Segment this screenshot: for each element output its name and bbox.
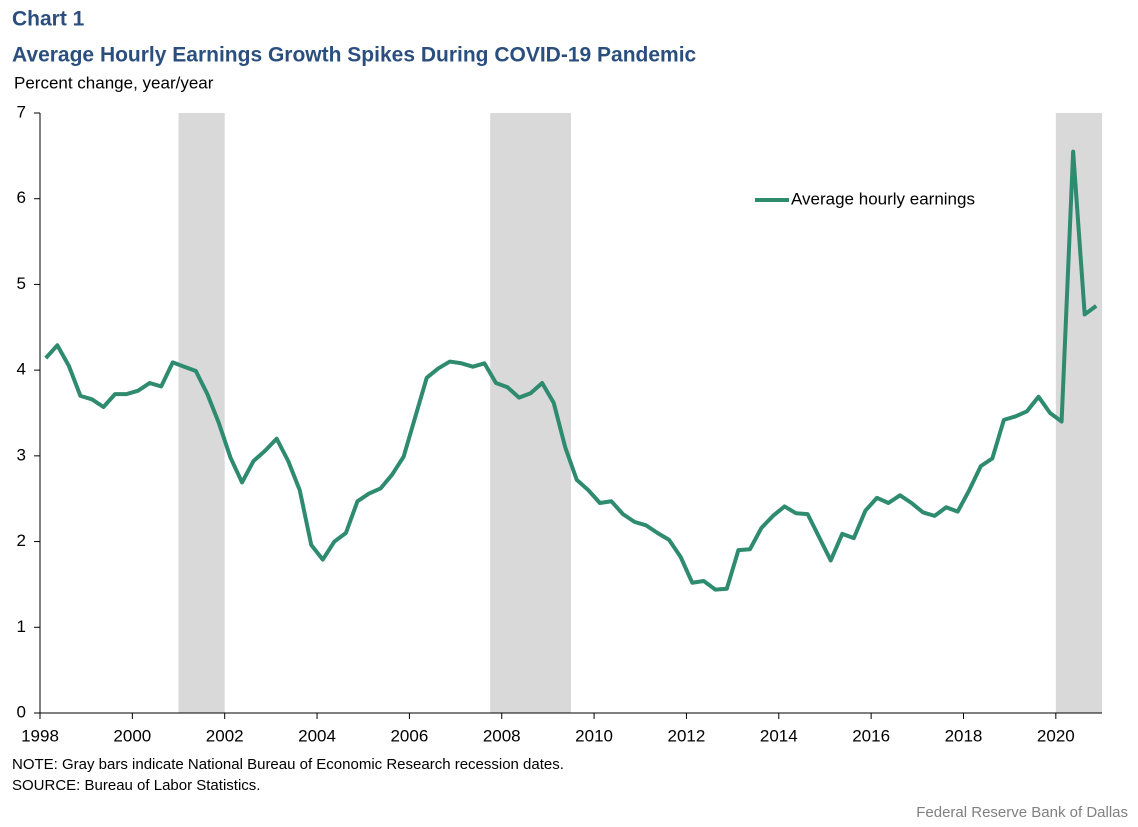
x-tick-label: 2020 [1037, 726, 1075, 745]
source: SOURCE: Bureau of Labor Statistics. [12, 777, 260, 794]
y-tick-label: 3 [17, 445, 26, 464]
chart-label: Chart 1 [12, 8, 85, 31]
y-tick-label: 0 [17, 702, 26, 721]
y-tick-label: 6 [17, 188, 26, 207]
y-tick-label: 5 [17, 274, 26, 293]
x-tick-label: 2000 [113, 726, 151, 745]
line-series [44, 149, 1098, 592]
x-tick-label: 2004 [298, 726, 336, 745]
chart-title: Average Hourly Earnings Growth Spikes Du… [12, 44, 697, 67]
x-tick-label: 2016 [852, 726, 890, 745]
recession-bar [490, 113, 571, 713]
x-tick-label: 2002 [206, 726, 244, 745]
credit: Federal Reserve Bank of Dallas [916, 804, 1128, 821]
legend-label: Average hourly earnings [791, 189, 975, 208]
x-tick-label: 2018 [945, 726, 983, 745]
y-tick-label: 1 [17, 617, 26, 636]
x-tick-label: 2010 [575, 726, 613, 745]
y-axis-label: Percent change, year/year [14, 73, 214, 92]
y-tick-label: 7 [17, 102, 26, 121]
x-tick-label: 1998 [21, 726, 59, 745]
note: NOTE: Gray bars indicate National Bureau… [12, 756, 564, 773]
x-tick-label: 2008 [483, 726, 521, 745]
x-tick-label: 2012 [668, 726, 706, 745]
y-tick-label: 4 [17, 360, 26, 379]
recession-bar [178, 113, 225, 713]
y-tick-label: 2 [17, 531, 26, 550]
x-tick-label: 2014 [760, 726, 798, 745]
x-tick-label: 2006 [390, 726, 428, 745]
